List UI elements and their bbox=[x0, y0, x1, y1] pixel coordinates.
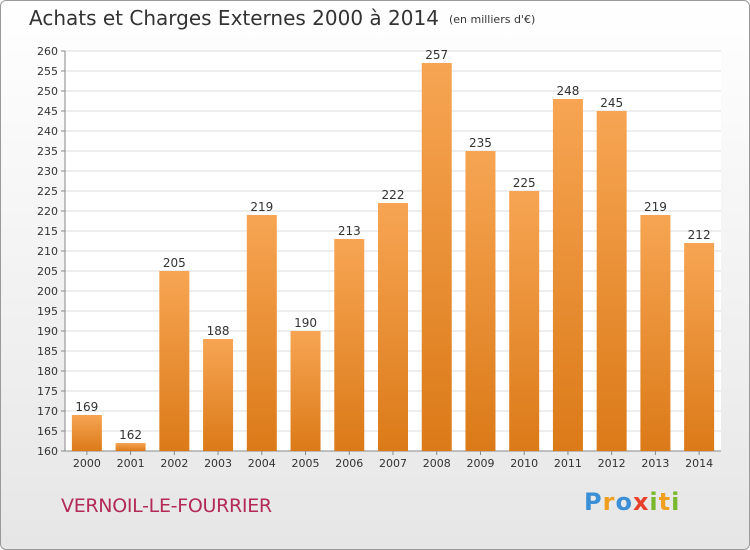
commune-name: VERNOIL-LE-FOURRIER bbox=[61, 495, 272, 517]
x-tick-label: 2001 bbox=[117, 457, 145, 470]
bar-value-label: 190 bbox=[294, 316, 317, 330]
y-tick-label: 185 bbox=[37, 345, 58, 358]
bar bbox=[71, 415, 102, 451]
y-tick-label: 230 bbox=[37, 165, 58, 178]
y-tick-label: 215 bbox=[37, 225, 58, 238]
x-tick-label: 2008 bbox=[423, 457, 451, 470]
y-tick-label: 160 bbox=[37, 445, 58, 458]
logo-letter: o bbox=[615, 488, 633, 516]
y-tick-label: 240 bbox=[37, 125, 58, 138]
x-tick-label: 2014 bbox=[685, 457, 713, 470]
x-tick-label: 2000 bbox=[73, 457, 101, 470]
bar bbox=[290, 331, 321, 451]
bar-value-label: 248 bbox=[556, 84, 579, 98]
bar bbox=[378, 203, 408, 451]
y-tick-label: 235 bbox=[37, 145, 58, 158]
y-tick-label: 195 bbox=[37, 305, 58, 318]
bar bbox=[640, 215, 671, 451]
y-tick-label: 165 bbox=[37, 425, 58, 438]
unit-text: (en milliers d'€) bbox=[448, 13, 536, 26]
bar-value-label: 212 bbox=[688, 228, 711, 242]
logo-letter: i bbox=[649, 488, 659, 516]
x-tick-label: 2009 bbox=[466, 457, 494, 470]
bar-value-label: 188 bbox=[207, 324, 230, 338]
y-tick-label: 170 bbox=[37, 405, 58, 418]
title-text: Achats et Charges Externes 2000 à 2014 bbox=[29, 6, 439, 30]
logo-letter: i bbox=[671, 488, 681, 516]
bar-value-label: 169 bbox=[75, 400, 98, 414]
logo-letter: r bbox=[602, 488, 616, 516]
bar bbox=[421, 63, 452, 451]
bar bbox=[465, 151, 496, 451]
x-tick-label: 2010 bbox=[510, 457, 538, 470]
bar bbox=[509, 191, 540, 451]
bar-value-label: 219 bbox=[644, 200, 667, 214]
bar-value-label: 257 bbox=[425, 48, 448, 62]
bar-value-label: 205 bbox=[163, 256, 186, 270]
y-tick-label: 250 bbox=[37, 85, 58, 98]
x-tick-label: 2012 bbox=[598, 457, 626, 470]
bar-value-label: 162 bbox=[119, 428, 142, 442]
bar bbox=[552, 99, 583, 451]
y-tick-label: 175 bbox=[37, 385, 58, 398]
y-tick-label: 210 bbox=[37, 245, 58, 258]
bar-value-label: 245 bbox=[600, 96, 623, 110]
bar bbox=[684, 243, 715, 451]
bar-value-label: 219 bbox=[250, 200, 273, 214]
y-tick-label: 190 bbox=[37, 325, 58, 338]
logo-letter: P bbox=[584, 488, 603, 516]
y-tick-label: 220 bbox=[37, 205, 58, 218]
x-tick-label: 2003 bbox=[204, 457, 232, 470]
bar-value-label: 235 bbox=[469, 136, 492, 150]
x-tick-label: 2007 bbox=[379, 457, 407, 470]
bar bbox=[246, 215, 277, 451]
bar bbox=[159, 271, 190, 451]
bar bbox=[334, 239, 365, 451]
y-tick-label: 260 bbox=[37, 45, 58, 58]
bar-value-label: 225 bbox=[513, 176, 536, 190]
logo-letter: t bbox=[658, 488, 672, 516]
logo-letter: x bbox=[632, 488, 650, 516]
y-tick-label: 245 bbox=[37, 105, 58, 118]
x-tick-label: 2013 bbox=[641, 457, 669, 470]
bar bbox=[596, 111, 627, 451]
x-tick-label: 2004 bbox=[248, 457, 276, 470]
x-tick-label: 2005 bbox=[292, 457, 320, 470]
y-tick-label: 200 bbox=[37, 285, 58, 298]
x-tick-label: 2011 bbox=[554, 457, 582, 470]
y-tick-label: 255 bbox=[37, 65, 58, 78]
bar-value-label: 222 bbox=[382, 188, 405, 202]
x-tick-label: 2006 bbox=[335, 457, 363, 470]
y-tick-label: 225 bbox=[37, 185, 58, 198]
proxiti-logo: Proxiti bbox=[584, 488, 680, 516]
y-tick-label: 180 bbox=[37, 365, 58, 378]
y-tick-label: 205 bbox=[37, 265, 58, 278]
bar-value-label: 213 bbox=[338, 224, 361, 238]
bar bbox=[115, 443, 146, 451]
chart-title: Achats et Charges Externes 2000 à 2014 (e… bbox=[29, 6, 535, 30]
bar bbox=[203, 339, 234, 451]
x-tick-label: 2002 bbox=[160, 457, 188, 470]
